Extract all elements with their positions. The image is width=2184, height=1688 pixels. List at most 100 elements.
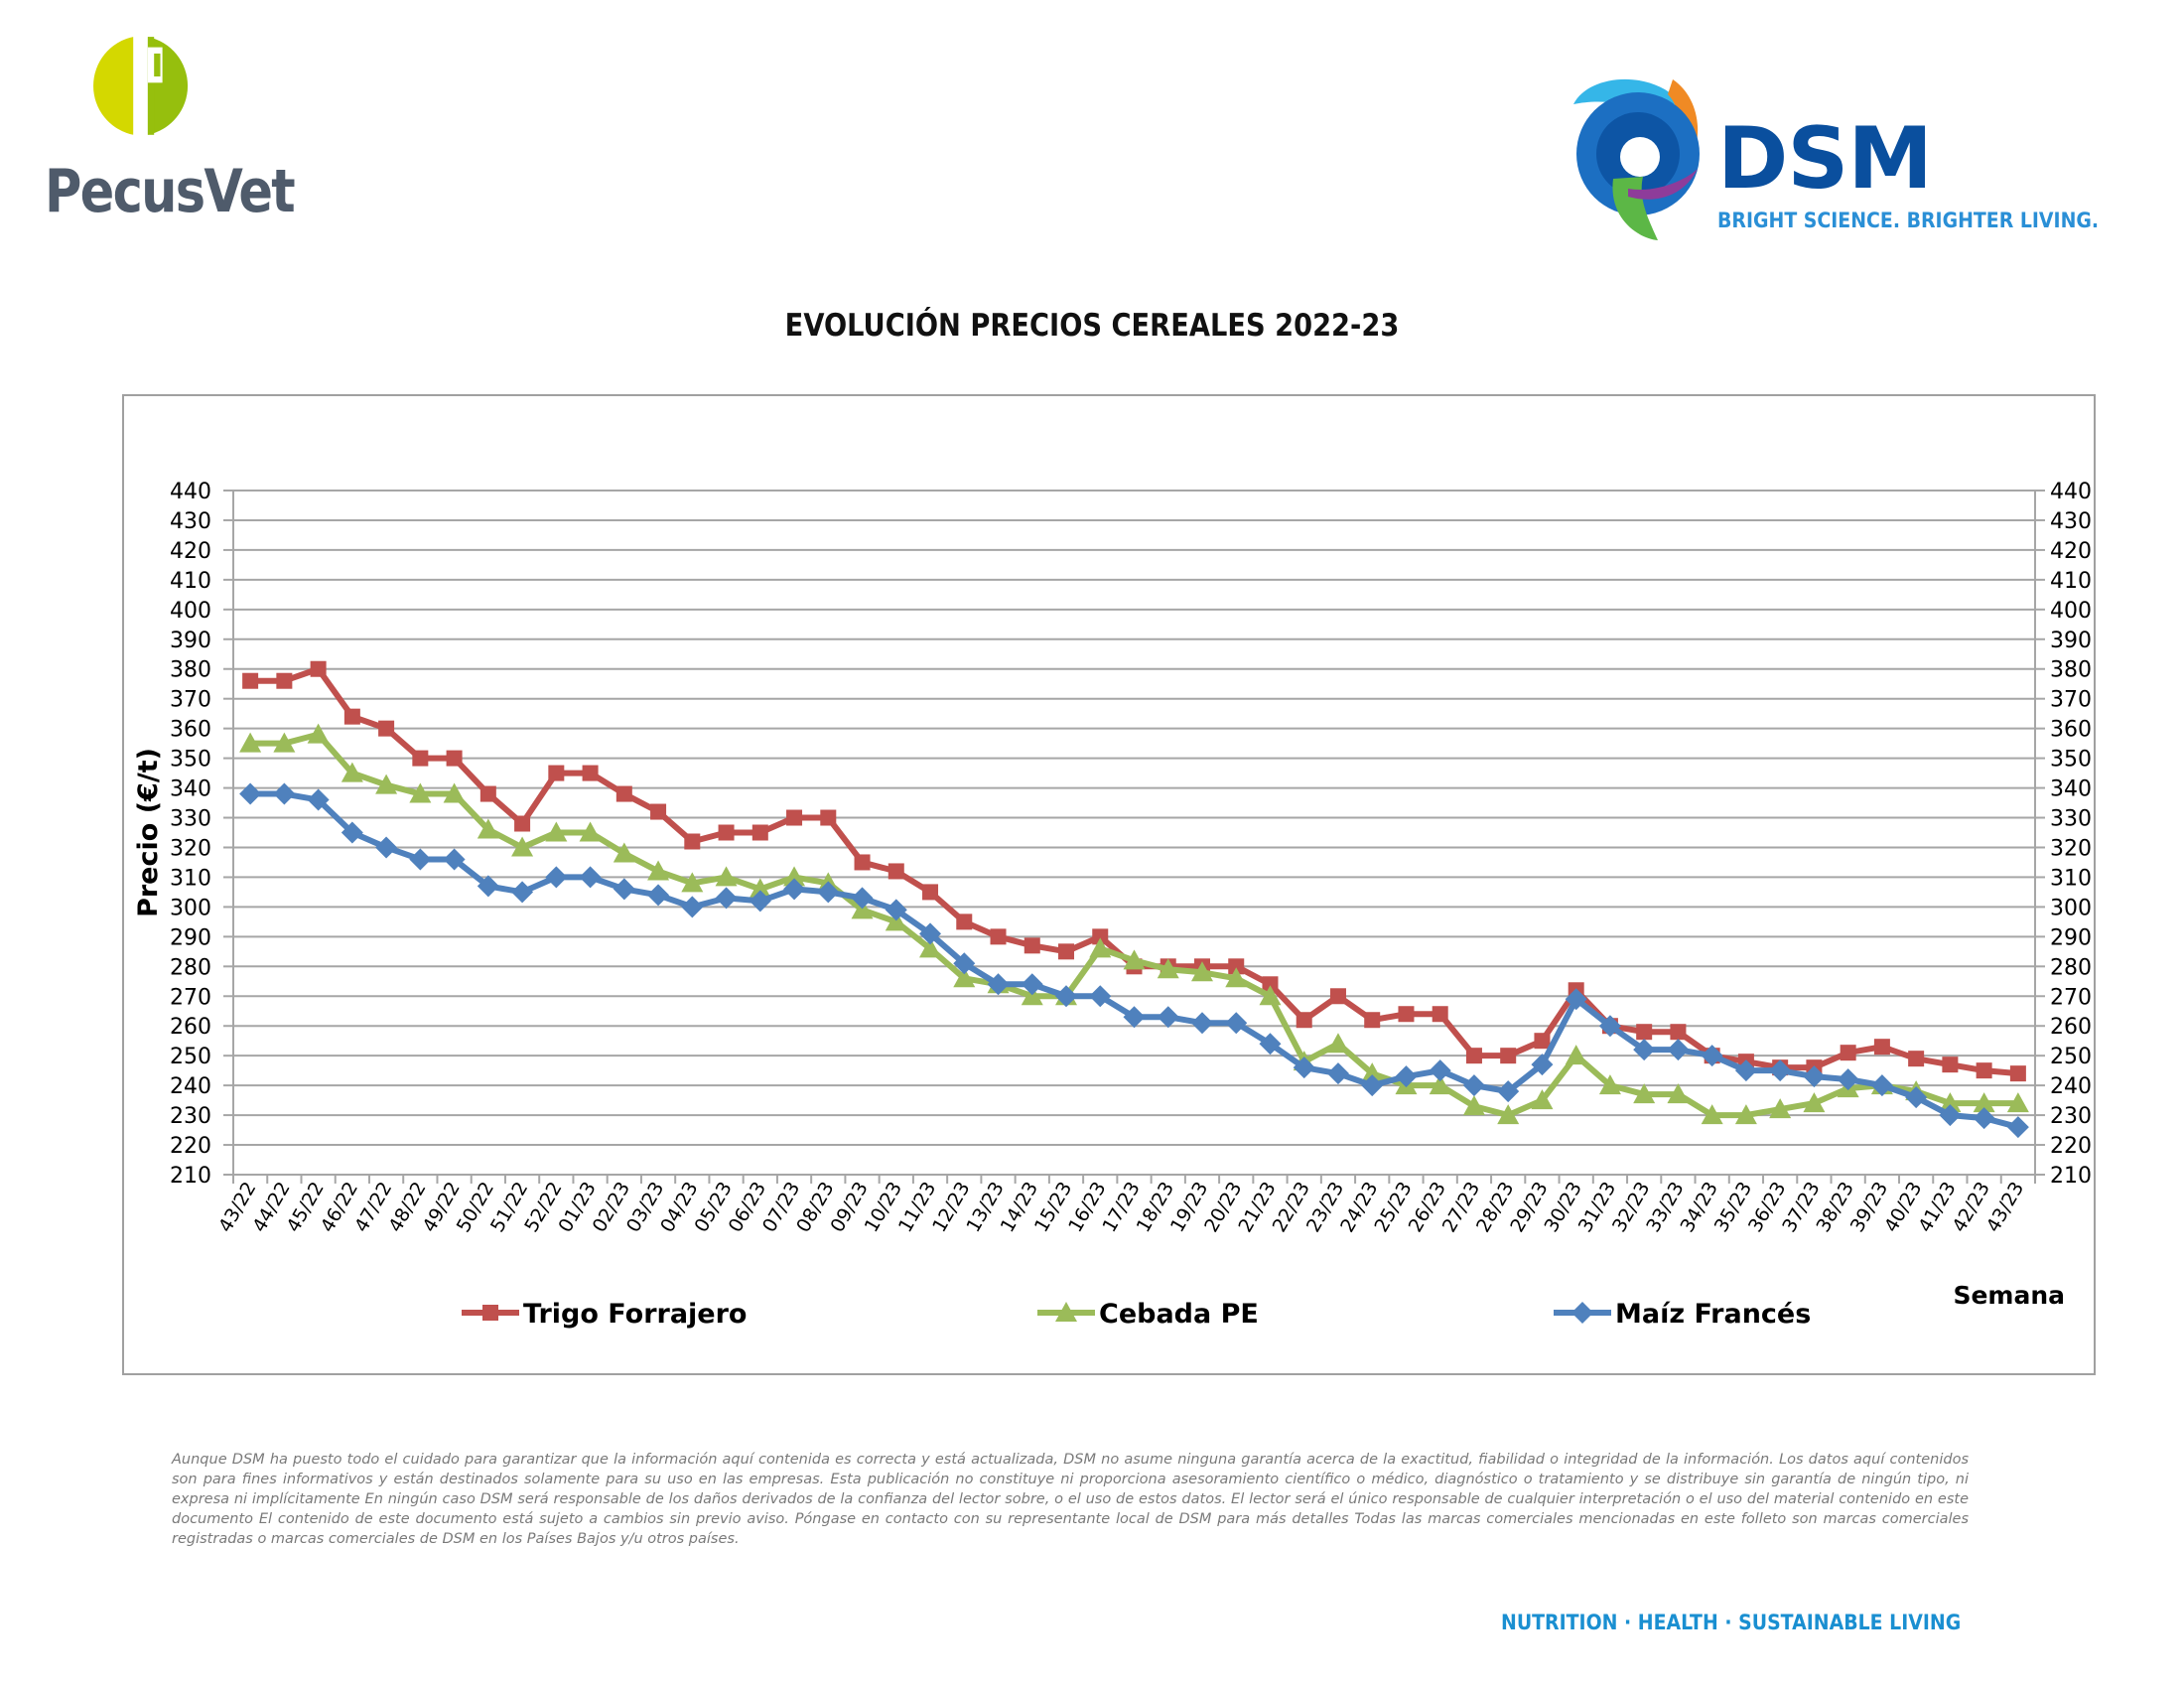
data-point-cebada (1633, 1083, 1656, 1104)
data-point-maiz (1531, 1054, 1554, 1076)
data-point-cebada (1429, 1074, 1451, 1095)
data-point-maiz (1769, 1059, 1792, 1082)
y-tick-label-left: 360 (170, 718, 211, 743)
data-point-maiz (375, 836, 398, 859)
legend-label-trigo: Trigo Forrajero (523, 1299, 747, 1330)
data-point-maiz (579, 866, 602, 889)
data-point-trigo (1908, 1051, 1925, 1067)
data-point-cebada (783, 866, 806, 887)
y-tick-label-left: 250 (170, 1045, 211, 1069)
data-point-trigo (1329, 988, 1346, 1005)
data-point-maiz (1055, 985, 1078, 1008)
y-tick-label-right: 380 (2050, 658, 2092, 683)
data-point-trigo (1500, 1048, 1517, 1064)
y-tick-label-right: 230 (2050, 1104, 2092, 1129)
data-point-cebada (1462, 1095, 1485, 1116)
data-point-cebada (647, 860, 670, 881)
data-point-cebada (1123, 949, 1146, 970)
data-point-maiz (477, 875, 499, 898)
y-tick-label-left: 290 (170, 925, 211, 950)
y-tick-label-right: 270 (2050, 985, 2092, 1010)
data-point-maiz (1225, 1012, 1248, 1035)
data-point-cebada (1157, 958, 1179, 979)
data-point-trigo (1432, 1006, 1448, 1023)
y-tick-label-right: 350 (2050, 748, 2092, 773)
data-point-trigo (854, 854, 871, 871)
y-tick-label-left: 330 (170, 807, 211, 832)
data-point-trigo (1262, 976, 1279, 993)
y-axis-label: Precio (€/t) (133, 748, 164, 917)
data-point-trigo (956, 914, 973, 930)
x-axis-label: Semana (1953, 1281, 2065, 1310)
data-point-cebada (1701, 1104, 1723, 1125)
data-point-cebada (1089, 937, 1112, 958)
y-tick-label-right: 240 (2050, 1074, 2092, 1099)
data-point-maiz (1462, 1074, 1485, 1097)
data-point-maiz (239, 782, 262, 805)
data-point-cebada (1361, 1062, 1384, 1083)
data-point-maiz (1123, 1006, 1146, 1029)
data-point-maiz (1973, 1107, 1995, 1130)
data-point-trigo (378, 720, 395, 737)
data-point-cebada (375, 774, 398, 794)
data-point-cebada (715, 866, 738, 887)
data-point-cebada (1734, 1104, 1757, 1125)
data-point-trigo (1976, 1062, 1992, 1079)
dsm-wordmark: DSM (1717, 109, 1933, 209)
y-tick-label-left: 220 (170, 1134, 211, 1159)
data-point-maiz (817, 881, 840, 904)
y-tick-label-left: 400 (170, 599, 211, 624)
data-point-maiz (783, 878, 806, 901)
data-point-maiz (1021, 973, 1043, 996)
y-tick-label-left: 370 (170, 688, 211, 713)
data-point-maiz (1190, 1012, 1213, 1035)
data-point-cebada (1939, 1092, 1962, 1113)
data-point-maiz (885, 899, 907, 921)
data-point-cebada (613, 842, 635, 863)
y-tick-label-right: 210 (2050, 1164, 2092, 1189)
data-point-cebada (919, 937, 942, 958)
y-tick-label-left: 280 (170, 955, 211, 980)
legend-marker-maiz (1571, 1302, 1593, 1324)
footer-tagline: NUTRITION · HEALTH · SUSTAINABLE LIVING (1501, 1611, 1962, 1634)
data-point-cebada (953, 967, 976, 988)
data-point-trigo (615, 785, 632, 802)
data-point-maiz (919, 922, 942, 945)
chart-frame (122, 394, 2096, 1375)
data-point-trigo (446, 750, 463, 767)
data-point-trigo (1092, 928, 1109, 945)
data-point-maiz (715, 887, 738, 910)
data-point-trigo (922, 884, 939, 901)
data-point-cebada (239, 732, 262, 753)
data-point-cebada (1326, 1033, 1349, 1054)
y-tick-label-left: 440 (170, 480, 211, 504)
y-tick-label-right: 330 (2050, 807, 2092, 832)
y-tick-label-left: 260 (170, 1015, 211, 1040)
data-point-maiz (1939, 1104, 1962, 1127)
data-point-maiz (409, 848, 432, 871)
y-tick-label-right: 220 (2050, 1134, 2092, 1159)
data-point-maiz (1089, 985, 1112, 1008)
data-point-maiz (341, 821, 363, 844)
y-tick-label-left: 300 (170, 896, 211, 920)
data-point-maiz (1734, 1059, 1757, 1082)
y-tick-label-left: 320 (170, 836, 211, 861)
y-tick-label-right: 440 (2050, 480, 2092, 504)
y-tick-label-right: 390 (2050, 629, 2092, 653)
dsm-logo: DSM BRIGHT SCIENCE. BRIGHTER LIVING. (1569, 60, 2124, 248)
y-tick-label-right: 400 (2050, 599, 2092, 624)
data-point-trigo (820, 809, 837, 826)
legend-marker-cebada (1055, 1302, 1077, 1322)
data-point-trigo (1534, 1033, 1551, 1050)
data-point-trigo (1840, 1045, 1856, 1061)
y-tick-label-left: 230 (170, 1104, 211, 1129)
data-point-trigo (786, 809, 803, 826)
data-point-cebada (273, 732, 296, 753)
data-point-cebada (1259, 985, 1282, 1006)
data-point-cebada (545, 821, 568, 842)
data-point-trigo (2009, 1065, 2026, 1082)
data-point-cebada (1667, 1083, 1690, 1104)
data-point-cebada (1531, 1089, 1554, 1110)
data-point-trigo (1024, 937, 1040, 954)
dsm-swirl-icon (1573, 78, 1700, 240)
